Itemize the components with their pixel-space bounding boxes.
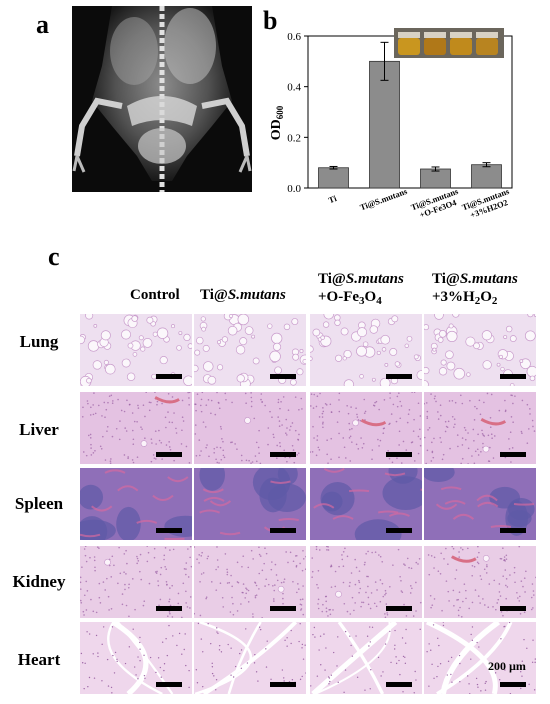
scale-bar bbox=[386, 682, 412, 687]
chart-ylabel: OD600 bbox=[269, 105, 285, 140]
y-tick-label: 0.4 bbox=[287, 82, 301, 94]
histology-spleen-3 bbox=[424, 468, 536, 540]
xray-image bbox=[72, 6, 252, 192]
histology-lung-0 bbox=[80, 314, 192, 386]
bar-2 bbox=[420, 168, 451, 189]
histology-spleen-0 bbox=[80, 468, 192, 540]
scale-bar bbox=[500, 452, 526, 457]
y-tick-label: 0.0 bbox=[287, 183, 301, 195]
histology-liver-0 bbox=[80, 392, 192, 464]
histology-kidney-2 bbox=[310, 546, 422, 618]
column-header-ti-smutans: Ti@S.mutans bbox=[200, 287, 286, 303]
x-tick-label: Ti@S.mutans bbox=[358, 186, 409, 213]
histology-heart-3 bbox=[424, 622, 536, 694]
histology-liver-2 bbox=[310, 392, 422, 464]
panel-letter-c: c bbox=[48, 242, 60, 271]
scale-bar bbox=[156, 452, 182, 457]
row-label-liver: Liver bbox=[19, 420, 59, 439]
histology-lung-2 bbox=[310, 314, 422, 386]
scale-bar bbox=[500, 528, 526, 533]
xray-mouse-icon bbox=[72, 6, 252, 192]
scale-bar bbox=[386, 606, 412, 611]
scale-bar bbox=[270, 682, 296, 687]
scale-bar bbox=[386, 452, 412, 457]
scale-bar bbox=[500, 606, 526, 611]
histology-kidney-1 bbox=[194, 546, 306, 618]
scale-bar bbox=[270, 452, 296, 457]
histology-lung-3 bbox=[424, 314, 536, 386]
scale-bar bbox=[270, 374, 296, 379]
scale-bar bbox=[156, 374, 182, 379]
histology-heart-0 bbox=[80, 622, 192, 694]
histology-liver-1 bbox=[194, 392, 306, 464]
scale-bar bbox=[156, 528, 182, 533]
row-label-heart: Heart bbox=[17, 650, 61, 669]
y-tick-label: 0.2 bbox=[287, 132, 301, 144]
chart-bars bbox=[318, 41, 502, 189]
scale-bar bbox=[270, 606, 296, 611]
scale-bar bbox=[156, 606, 182, 611]
column-header-ti-smutans-fe3o4: Ti@S.mutans +O-Fe3O4 bbox=[318, 271, 404, 307]
culture-tubes-inset bbox=[394, 28, 504, 58]
histology-liver-3 bbox=[424, 392, 536, 464]
panel-letter-a: a bbox=[36, 10, 49, 39]
x-tick-label: Ti@S.mutans+3%H2O2 bbox=[460, 186, 514, 222]
od600-bar-chart: 0.0 0.2 0.4 0.6 Ti Ti@S.mutans Ti@S.mutans+O-F… bbox=[269, 28, 514, 222]
y-tick-label: 0.6 bbox=[287, 31, 301, 43]
histology-kidney-3 bbox=[424, 546, 536, 618]
scale-bar bbox=[386, 374, 412, 379]
scale-bar bbox=[386, 528, 412, 533]
histology-lung-1 bbox=[194, 314, 306, 386]
column-header-control: Control bbox=[130, 287, 180, 303]
bar-3 bbox=[471, 164, 502, 189]
scale-bar-label: 200 µm bbox=[488, 659, 526, 673]
scale-bar bbox=[156, 682, 182, 687]
histology-kidney-0 bbox=[80, 546, 192, 618]
row-label-spleen: Spleen bbox=[14, 494, 64, 513]
bar-0 bbox=[318, 167, 349, 189]
scale-bar bbox=[270, 528, 296, 533]
scale-bar bbox=[500, 374, 526, 379]
row-label-kidney: Kidney bbox=[12, 572, 66, 591]
x-tick-label: Ti@S.mutans+O-Fe3O4 bbox=[409, 186, 463, 222]
histology-spleen-1 bbox=[194, 468, 306, 540]
row-label-lung: Lung bbox=[19, 332, 59, 351]
column-header-ti-smutans-h2o2: Ti@S.mutans +3%H2O2 bbox=[432, 271, 518, 307]
scale-bar bbox=[500, 682, 526, 687]
panel-letter-b: b bbox=[263, 6, 278, 35]
histology-heart-1 bbox=[194, 622, 306, 694]
chart-axes: 0.0 0.2 0.4 0.6 Ti Ti@S.mutans Ti@S.mutans+O-F… bbox=[287, 31, 514, 222]
histology-heart-2 bbox=[310, 622, 422, 694]
histology-spleen-2 bbox=[310, 468, 422, 540]
x-tick-label: Ti bbox=[327, 193, 338, 205]
